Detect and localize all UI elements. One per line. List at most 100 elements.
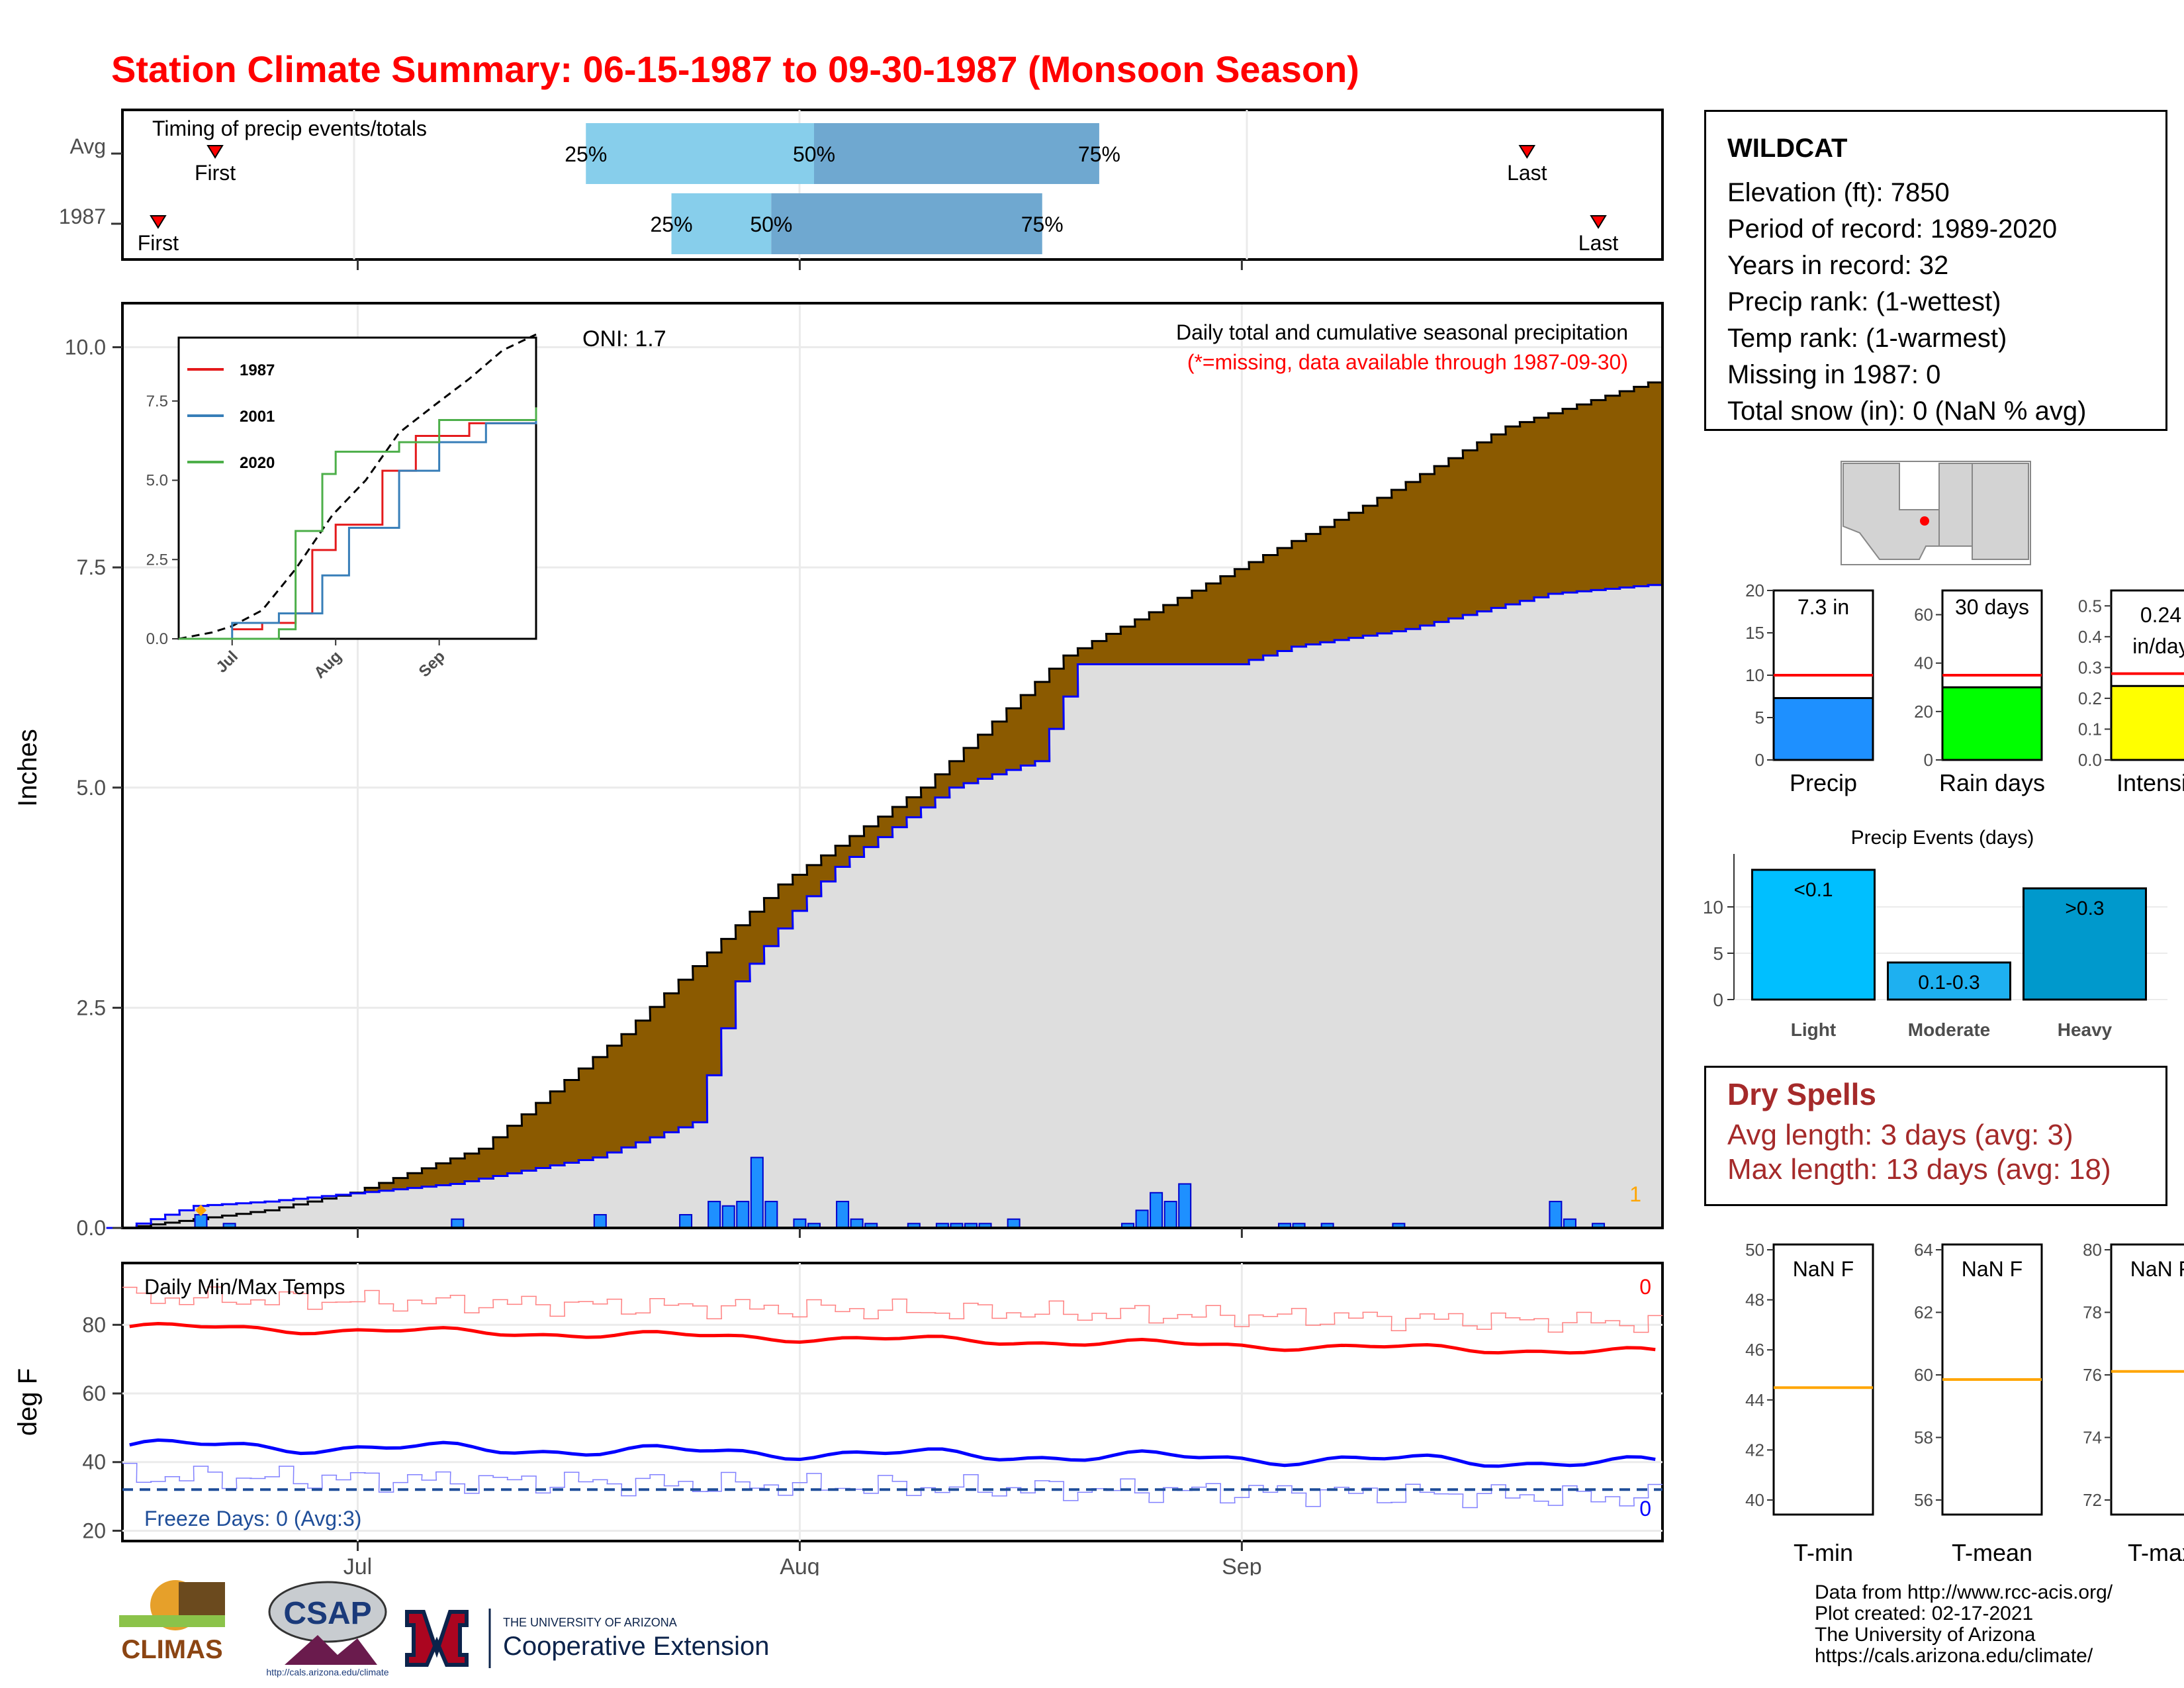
- last-label: Last: [1507, 161, 1547, 185]
- tick-label: 0.5: [2078, 596, 2102, 616]
- first-marker: [206, 145, 224, 159]
- x-tick-label: Aug: [780, 1554, 820, 1575]
- daily-precip-bar: [736, 1201, 750, 1229]
- timing-panel: Timing of precip events/totals Avg 1987 …: [59, 109, 1664, 270]
- tick-label: 80: [2083, 1240, 2102, 1260]
- temp-summary-bars: NaN F 40 42 44 46 48 50 T-min NaN F 56 58 60 62 64 T-m…: [1745, 1240, 2184, 1566]
- temp-bar-value: NaN F: [1962, 1257, 2023, 1281]
- tick-label: 0.4: [2078, 627, 2102, 647]
- pct-label: 75%: [1021, 212, 1064, 236]
- daily-min-temp: [122, 1462, 1663, 1509]
- temp-bar-label: T-max: [2128, 1539, 2184, 1566]
- y-tick-label: 80: [82, 1313, 106, 1336]
- bar-label: Intensity: [2116, 769, 2184, 796]
- pct-label: 25%: [651, 212, 693, 236]
- freeze-days: Freeze Days: 0 (Avg:3): [144, 1507, 361, 1530]
- chart-title: Station Climate Summary: 06-15-1987 to 0…: [111, 48, 1359, 90]
- tick-label: 40: [1914, 653, 1933, 673]
- max-count: 0: [1639, 1275, 1651, 1299]
- temp-label: Daily Min/Max Temps: [144, 1275, 345, 1299]
- bar-value: 7.3 in: [1797, 595, 1849, 619]
- daily-precip-bar: [750, 1156, 764, 1229]
- event-bar-label: Heavy: [2058, 1019, 2113, 1040]
- csap-logo: CSAP http://cals.arizona.edu/climate: [266, 1581, 389, 1677]
- daily-precip-bar: [1135, 1209, 1149, 1229]
- bar-value: 30 days: [1955, 595, 2029, 619]
- event-bar: [1887, 961, 2011, 1001]
- timing-bar-q1: [586, 123, 814, 184]
- inset-series-1987: [232, 407, 537, 631]
- daily-precip-bar: [707, 1201, 721, 1229]
- legend-label: 2001: [240, 408, 275, 426]
- corner-value: 1: [1629, 1182, 1641, 1206]
- timing-bar-q2: [813, 123, 1099, 184]
- tick-label: 48: [1745, 1290, 1764, 1310]
- tick-label: 0.2: [2078, 688, 2102, 708]
- temp-bar-label: T-mean: [1952, 1539, 2032, 1566]
- daily-precip-bar: [1163, 1201, 1177, 1229]
- climas-text: CLIMAS: [121, 1635, 222, 1664]
- daily-precip-bar: [1178, 1183, 1192, 1229]
- csap-text: CSAP: [283, 1596, 371, 1631]
- events-title: Precip Events (days): [1851, 827, 2034, 849]
- avg-max-temp: [129, 1321, 1656, 1355]
- inset-avg-line: [178, 333, 537, 640]
- tick-label: 0.3: [2078, 657, 2102, 677]
- y-tick-label: 2.5: [77, 996, 106, 1019]
- y-tick-label: 0.0: [77, 1216, 106, 1240]
- station-info: WILDCAT Elevation (ft): 7850 Period of r…: [1704, 110, 2167, 431]
- event-bar-value: <0.1: [1794, 879, 1833, 901]
- credits: Data from http://www.rcc-acis.org/ Plot …: [1815, 1582, 2113, 1667]
- tick-label: 56: [1914, 1490, 1933, 1510]
- dry-spells-title: Dry Spells: [1727, 1077, 1876, 1111]
- temp-bar-frame: [2110, 1243, 2184, 1516]
- tick-label: 15: [1745, 623, 1764, 643]
- avg-cumulative-line: [106, 381, 1663, 1229]
- event-bar-label: Moderate: [1908, 1019, 1990, 1040]
- tick-label: 76: [2083, 1365, 2102, 1385]
- credit-line: Plot created: 02-17-2021: [1815, 1603, 2034, 1624]
- tick-label: 78: [2083, 1303, 2102, 1323]
- tick-label: 42: [1745, 1440, 1764, 1460]
- legend-label: 1987: [240, 361, 275, 379]
- daily-precip-bar: [593, 1214, 607, 1229]
- tick-label: 60: [1914, 1365, 1933, 1385]
- tick-label: 10: [1745, 665, 1764, 685]
- y-tick-label: 7.5: [77, 555, 106, 579]
- daily-max-temp: [122, 1286, 1663, 1333]
- logos: CLIMAS CSAP http://cals.arizona.edu/clim…: [119, 1580, 769, 1677]
- summary-bars: 7.3 in Precip 0 5 10 15 20 30 days Rain days 0 20 4…: [1745, 583, 2184, 796]
- pct-label: 25%: [565, 142, 607, 166]
- daily-precip-bar: [679, 1214, 693, 1229]
- last-marker: [1518, 145, 1536, 159]
- y-tick-label: 5.0: [77, 776, 106, 800]
- legend-label: 2020: [240, 454, 275, 472]
- tick-label: 64: [1914, 1240, 1933, 1260]
- pct-label: 75%: [1078, 142, 1120, 166]
- station-name: WILDCAT: [1727, 134, 1848, 163]
- tick-label: 5: [1755, 708, 1764, 727]
- tick-label: 46: [1745, 1340, 1764, 1360]
- ua-small-text: THE UNIVERSITY OF ARIZONA: [503, 1616, 677, 1629]
- event-bar-value: 0.1-0.3: [1918, 972, 1979, 994]
- x-tick-label: Jul: [343, 1554, 372, 1575]
- bar-value: 0.24: [2140, 603, 2181, 627]
- y-tick-label: 10.0: [65, 336, 106, 359]
- dry-spells-box: Dry Spells Avg length: 3 days (avg: 3) M…: [1704, 1066, 2167, 1206]
- credit-line: https://cals.arizona.edu/climate/: [1815, 1645, 2093, 1667]
- oni-label: ONI: 1.7: [582, 326, 666, 352]
- tick-label: 20: [1745, 583, 1764, 600]
- row-label-avg: Avg: [69, 134, 106, 158]
- temp-bar-label: T-min: [1794, 1539, 1853, 1566]
- first-marker: [150, 215, 167, 229]
- station-line: Precip rank: (1-wettest): [1727, 287, 2001, 316]
- tick-label: 0: [1713, 990, 1723, 1010]
- precip-panel: Daily total and cumulative seasonal prec…: [13, 302, 1664, 1240]
- precip-events-chart: Precip Events (days) <0.1 Light 0.1-0.3 Mod…: [1703, 827, 2167, 1040]
- inset-series-2001: [179, 416, 537, 640]
- y-axis-label: Inches: [13, 729, 42, 807]
- event-bar-value: >0.3: [2065, 898, 2104, 919]
- y-tick-label: 40: [82, 1450, 106, 1474]
- station-line: Total snow (in): 0 (NaN % avg): [1727, 397, 2087, 426]
- y-tick-label: 20: [82, 1519, 106, 1542]
